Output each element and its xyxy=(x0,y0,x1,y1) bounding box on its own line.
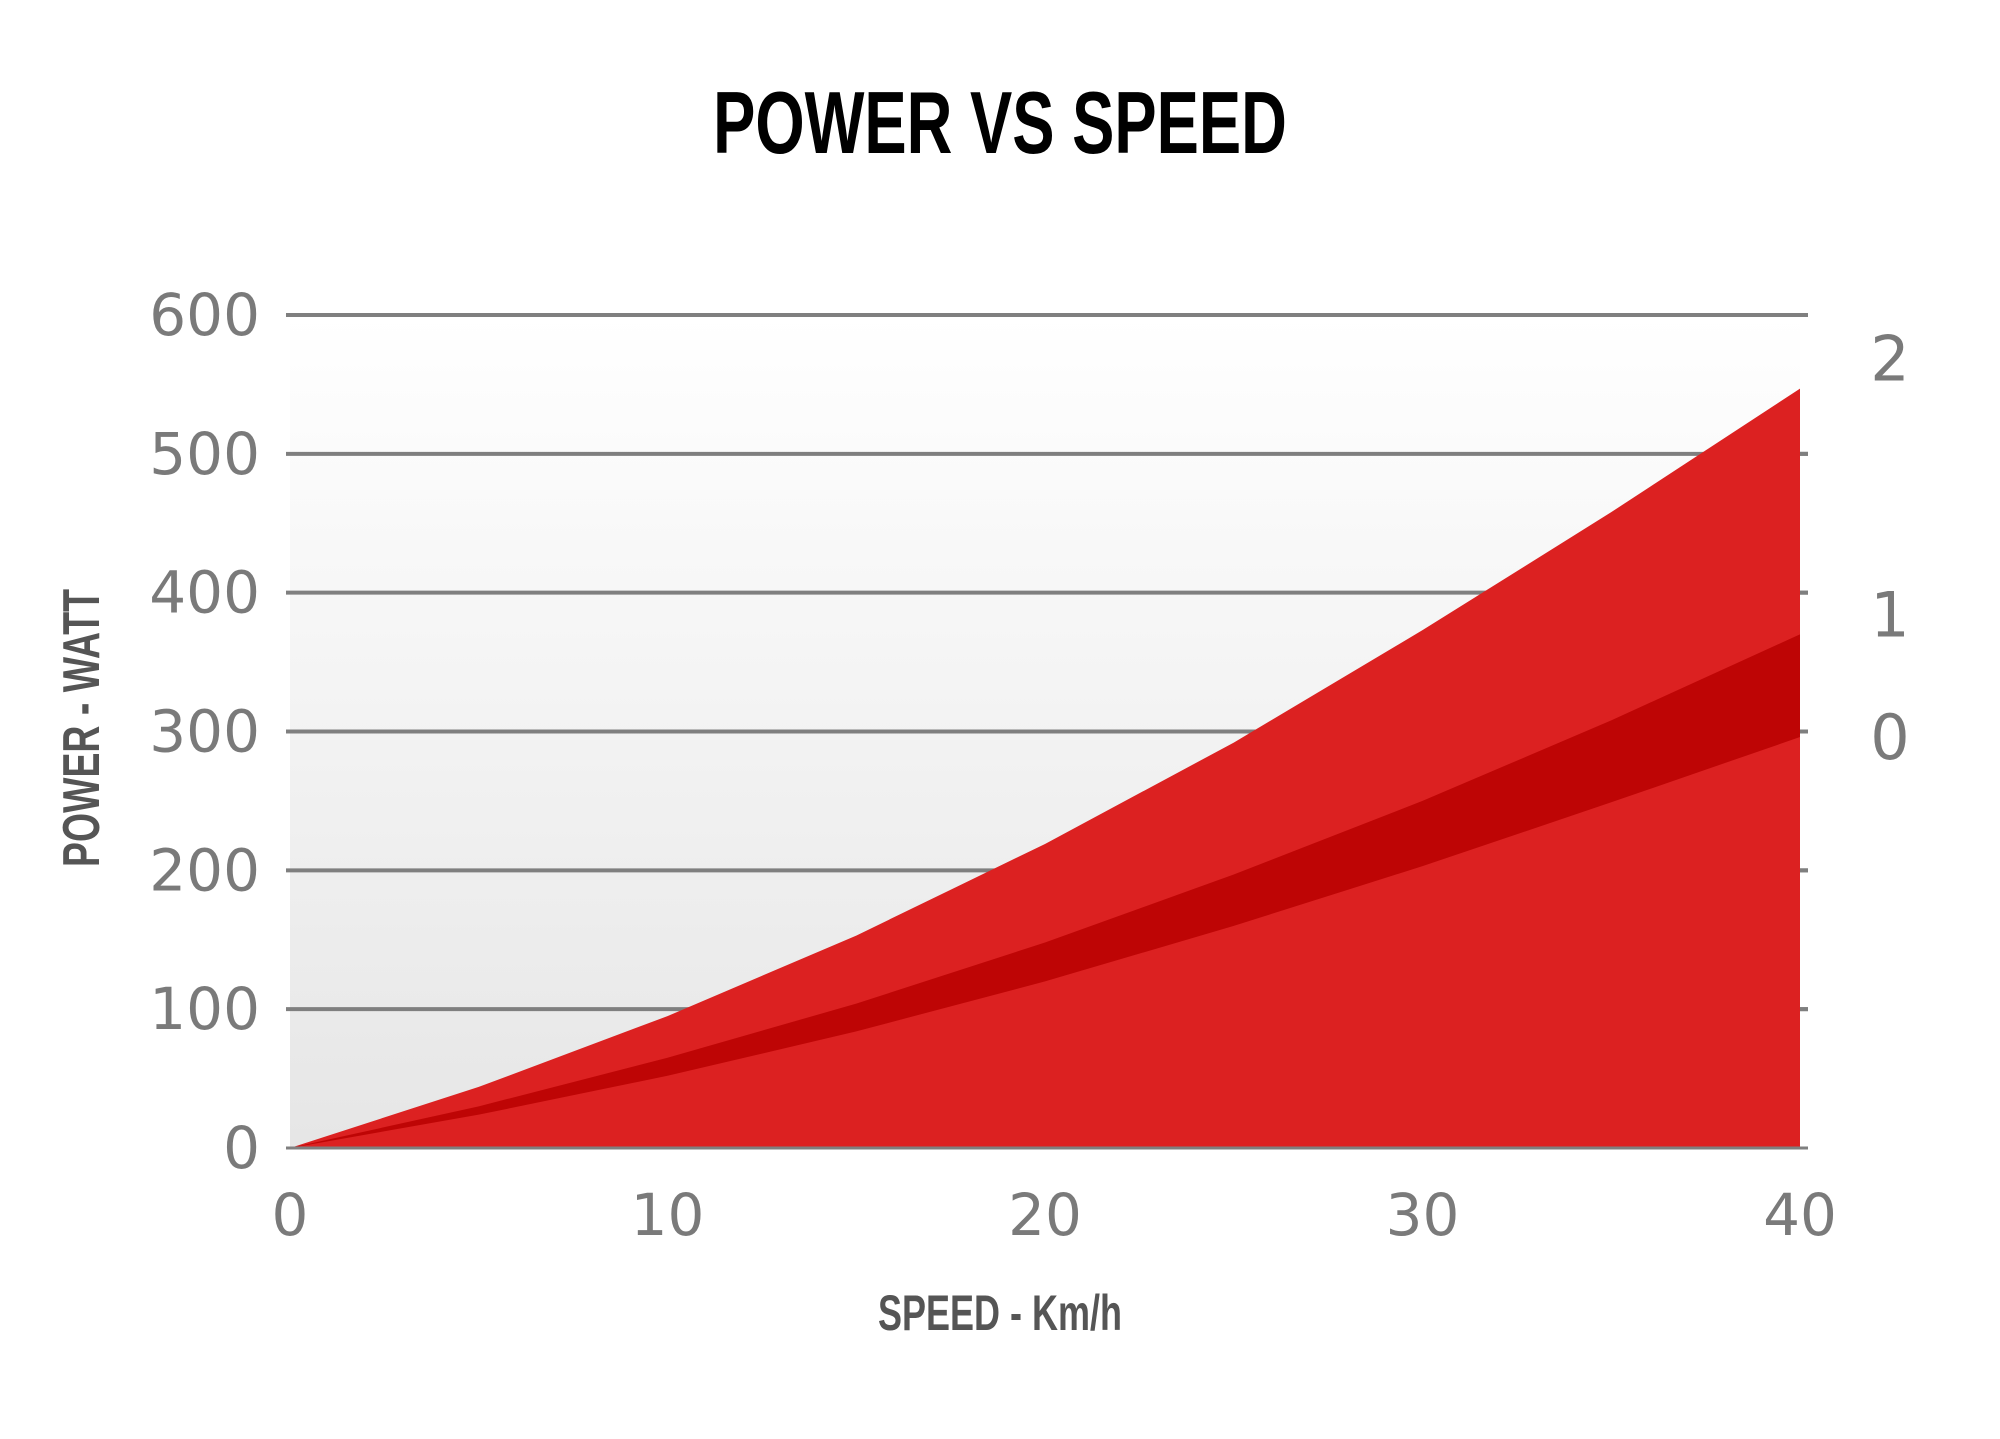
x-tick-label: 30 xyxy=(1386,1181,1460,1249)
x-tick-label: 20 xyxy=(1008,1181,1082,1249)
x-tick-label: 40 xyxy=(1763,1181,1837,1249)
y-tick-label: 300 xyxy=(149,698,260,766)
x-tick-label: 0 xyxy=(272,1181,309,1249)
y-axis-title: POWER - WATT xyxy=(52,589,111,867)
series-label-2: 2 xyxy=(1870,323,1909,396)
x-axis-title: SPEED - Km/h xyxy=(878,1286,1122,1341)
chart-title: POWER VS SPEED xyxy=(713,75,1287,173)
series-labels: 2 1 0 xyxy=(1870,323,1909,774)
series-areas xyxy=(286,388,1808,1150)
series-label-0: 0 xyxy=(1870,701,1909,774)
y-tick-label: 600 xyxy=(149,281,260,349)
y-tick-label: 0 xyxy=(223,1114,260,1182)
tick-labels: 0 100 200 300 400 500 600 0 10 20 30 40 xyxy=(149,281,1837,1249)
y-tick-label: 400 xyxy=(149,559,260,627)
y-tick-label: 100 xyxy=(149,975,260,1043)
series-label-1: 1 xyxy=(1870,578,1909,651)
y-tick-label: 500 xyxy=(149,420,260,488)
area-series-0 xyxy=(290,737,1800,1148)
x-tick-label: 10 xyxy=(631,1181,705,1249)
y-tick-label: 200 xyxy=(149,836,260,904)
